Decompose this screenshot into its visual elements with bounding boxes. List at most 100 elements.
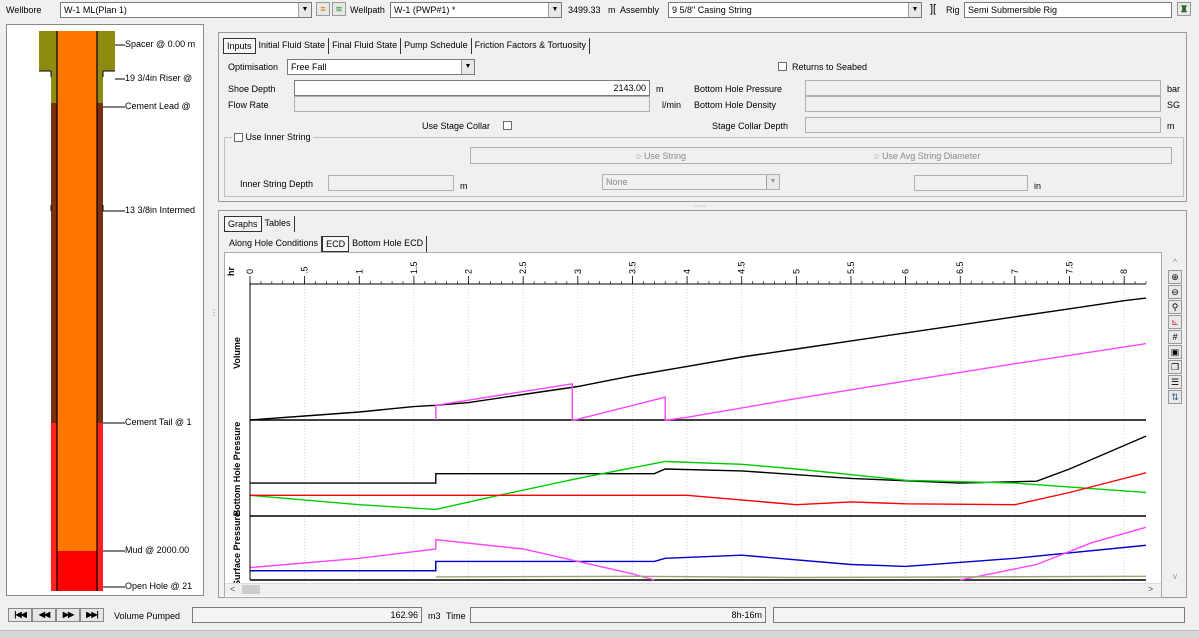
wellbore-label-cement-lead: Cement Lead @ — [125, 101, 191, 111]
wellbore-tools-icon[interactable]: ≡ — [316, 2, 330, 16]
tab-initial-fluid-state[interactable]: Initial Fluid State — [256, 38, 330, 54]
assembly-value: 9 5/8" Casing String — [672, 5, 752, 15]
optimisation-value: Free Fall — [291, 62, 327, 72]
volume-pumped-value: 162.96 — [192, 607, 422, 623]
optimisation-label: Optimisation — [228, 62, 279, 72]
string-mode-group — [470, 147, 1172, 164]
depth-value: 3499.33 — [568, 5, 601, 15]
bhd-label: Bottom Hole Density — [694, 100, 777, 110]
chevron-down-icon[interactable]: ▼ — [461, 60, 474, 74]
inner-string-depth-input — [328, 175, 454, 191]
returns-to-seabed-checkbox[interactable] — [778, 61, 787, 72]
time-label: Time — [446, 611, 466, 621]
wellbore-schematic — [39, 31, 125, 591]
tab-final-fluid-state[interactable]: Final Fluid State — [329, 38, 402, 54]
save-icon[interactable]: ▣ — [1168, 345, 1182, 359]
graph-subtabs: Along Hole Conditions ECD Bottom Hole EC… — [226, 236, 428, 252]
zoom-in-icon[interactable]: ⊕ — [1168, 270, 1182, 284]
splitter-grip[interactable]: ⋮ — [210, 308, 218, 317]
axis-icon[interactable]: ⊾ — [1168, 315, 1182, 329]
diameter-unit: in — [1034, 181, 1042, 191]
stage-collar-depth-label: Stage Collar Depth — [712, 121, 789, 131]
chevron-down-icon: ▼ — [766, 175, 779, 189]
tab-ecd[interactable]: ECD — [322, 236, 350, 252]
bhp-input — [805, 80, 1161, 96]
wellbore-schematic-panel: Spacer @ 0.00 m 19 3/4in Riser @ Cement … — [6, 24, 204, 596]
rig-icon[interactable]: ♜ — [1177, 2, 1191, 16]
flow-rate-label: Flow Rate — [228, 100, 269, 110]
tab-pump-schedule[interactable]: Pump Schedule — [401, 38, 472, 54]
bhp-unit: bar — [1167, 84, 1181, 94]
wellpath-label: Wellpath — [350, 5, 385, 15]
zoom-out-icon[interactable]: ⊖ — [1168, 285, 1182, 299]
tab-inputs[interactable]: Inputs — [223, 38, 256, 54]
wellbore-select[interactable]: W-1 ML(Plan 1) ▼ — [60, 2, 312, 18]
wellbore-label-cement-tail: Cement Tail @ 1 — [125, 417, 192, 427]
assembly-label: Assembly — [620, 5, 660, 15]
volume-pumped-label: Volume Pumped — [114, 611, 181, 621]
input-tabs: Inputs Initial Fluid State Final Fluid S… — [223, 38, 591, 54]
rig-select[interactable]: Semi Submersible Rig — [964, 2, 1172, 18]
scrollbar-thumb[interactable] — [242, 585, 260, 594]
first-step-button[interactable]: |◀◀ — [8, 608, 32, 622]
casing-icon: ][ — [930, 3, 937, 15]
copy-icon[interactable]: ❐ — [1168, 360, 1182, 374]
shoe-depth-label: Shoe Depth — [228, 84, 276, 94]
legend-icon[interactable]: ☰ — [1168, 375, 1182, 389]
scroll-down-icon[interactable]: v — [1172, 571, 1178, 581]
tab-friction-factors[interactable]: Friction Factors & Tortuosity — [472, 38, 591, 54]
previous-step-button[interactable]: ◀◀ — [32, 608, 56, 622]
rig-label: Rig — [946, 5, 960, 15]
graph-tabs: Graphs Tables — [224, 216, 295, 232]
last-step-button[interactable]: ▶▶| — [80, 608, 104, 622]
use-inner-string-checkbox[interactable]: Use Inner String — [232, 132, 313, 143]
rig-value: Semi Submersible Rig — [968, 5, 1058, 15]
string-select-value: None — [606, 177, 628, 187]
scroll-right-icon[interactable]: > — [1148, 584, 1154, 594]
grid-icon[interactable]: # — [1168, 330, 1182, 344]
window-frame-bottom — [0, 630, 1199, 638]
shoe-depth-unit: m — [656, 84, 664, 94]
tab-bottom-hole-ecd[interactable]: Bottom Hole ECD — [349, 236, 428, 252]
wellpath-view-icon[interactable]: ≋ — [332, 2, 346, 16]
time-value: 8h-16m — [470, 607, 766, 623]
chevron-down-icon[interactable]: ▼ — [298, 3, 311, 17]
optimisation-select[interactable]: Free Fall ▼ — [287, 59, 475, 75]
wellpath-select[interactable]: W-1 (PWP#1) * ▼ — [390, 2, 562, 18]
scroll-up-icon[interactable]: ^ — [1172, 257, 1178, 267]
wellbore-value: W-1 ML(Plan 1) — [64, 5, 127, 15]
progress-bar — [773, 607, 1185, 623]
stage-collar-depth-input — [805, 117, 1161, 133]
zoom-fit-icon[interactable]: ⚲ — [1168, 300, 1182, 314]
use-inner-string-label: Use Inner String — [245, 132, 311, 142]
flow-rate-unit: l/min — [662, 100, 682, 110]
tab-tables[interactable]: Tables — [262, 216, 295, 232]
properties-icon[interactable]: ⇅ — [1168, 390, 1182, 404]
bhd-input — [805, 96, 1161, 112]
next-step-button[interactable]: ▶▶ — [56, 608, 80, 622]
wellpath-value: W-1 (PWP#1) * — [394, 5, 456, 15]
scroll-left-icon[interactable]: < — [230, 584, 236, 594]
use-string-radio[interactable]: ○ Use String — [636, 151, 686, 161]
splitter-grip-horizontal[interactable]: ⋯⋯ — [694, 204, 706, 210]
flow-rate-input — [294, 96, 650, 112]
use-avg-string-diameter-radio[interactable]: ○ Use Avg String Diameter — [874, 151, 981, 161]
tab-along-hole-conditions[interactable]: Along Hole Conditions — [226, 236, 323, 252]
string-select: None ▼ — [602, 174, 780, 190]
chart-scrollbar[interactable] — [225, 583, 1161, 596]
use-string-label: Use String — [643, 151, 686, 161]
wellbore-label-spacer: Spacer @ 0.00 m — [125, 39, 196, 49]
inner-string-depth-unit: m — [460, 181, 468, 191]
inner-string-group — [224, 137, 1184, 197]
tab-graphs[interactable]: Graphs — [224, 216, 262, 232]
chevron-down-icon[interactable]: ▼ — [548, 3, 561, 17]
wellbore-label-riser: 19 3/4in Riser @ — [125, 73, 193, 83]
use-stage-collar-checkbox[interactable] — [503, 120, 512, 131]
bhp-label: Bottom Hole Pressure — [694, 84, 783, 94]
assembly-select[interactable]: 9 5/8" Casing String ▼ — [668, 2, 922, 18]
volume-pumped-unit: m3 — [428, 611, 441, 621]
shoe-depth-input[interactable]: 2143.00 — [294, 80, 650, 96]
wellbore-label: Wellbore — [6, 5, 42, 15]
chevron-down-icon[interactable]: ▼ — [908, 3, 921, 17]
chart-area — [224, 252, 1162, 598]
